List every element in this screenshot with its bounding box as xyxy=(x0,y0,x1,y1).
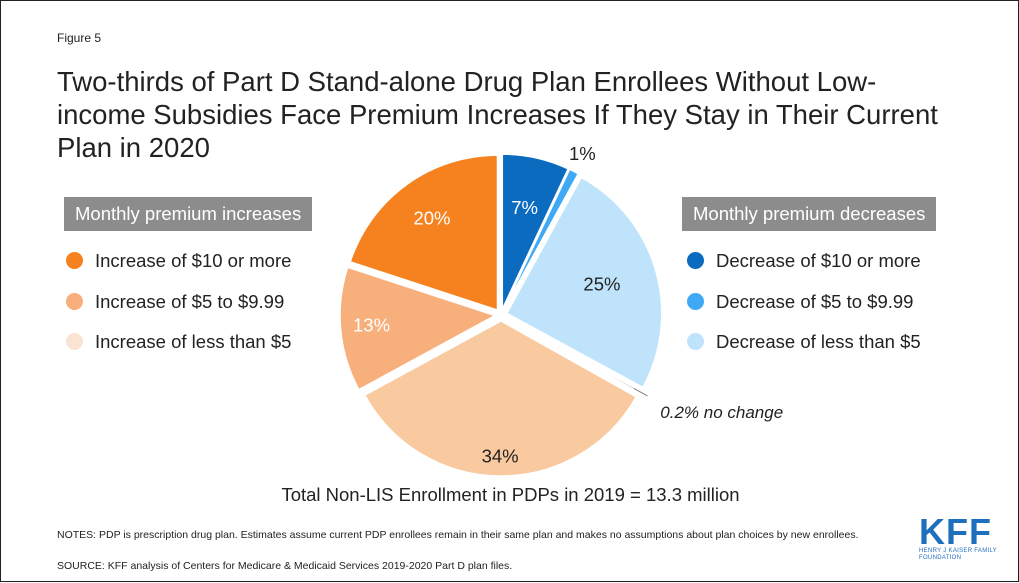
legend-item-increase-under-5: Increase of less than $5 xyxy=(66,331,291,353)
legend-decreases-header: Monthly premium decreases xyxy=(682,197,937,231)
legend-increases-header: Monthly premium increases xyxy=(64,197,313,231)
pie-slice xyxy=(349,154,499,312)
legend-item-increase-10-plus: Increase of $10 or more xyxy=(66,250,291,272)
slice-label: 7% xyxy=(511,197,538,218)
slice-label: 1% xyxy=(569,143,596,164)
legend-item-increase-5-to-9: Increase of $5 to $9.99 xyxy=(66,291,284,313)
pie-slice xyxy=(363,320,638,477)
slice-label: 13% xyxy=(353,315,390,336)
slice-label: 0.2% no change xyxy=(660,403,783,422)
legend-dot xyxy=(66,333,83,350)
pie-slice xyxy=(501,153,570,310)
chart-title: Two-thirds of Part D Stand-alone Drug Pl… xyxy=(57,66,938,163)
leader-line xyxy=(633,388,648,397)
legend-item-decrease-5-to-9: Decrease of $5 to $9.99 xyxy=(687,291,913,313)
legend-dot xyxy=(687,252,704,269)
pie-slice xyxy=(505,176,663,389)
total-enrollment: Total Non-LIS Enrollment in PDPs in 2019… xyxy=(281,484,740,505)
notes: NOTES: PDP is prescription drug plan. Es… xyxy=(57,529,859,541)
figure-label: Figure 5 xyxy=(57,31,102,45)
slice-label: 25% xyxy=(583,273,620,294)
kff-logo: KFF HENRY J KAISER FAMILY FOUNDATION xyxy=(919,511,999,562)
legend-dot xyxy=(66,293,83,310)
legend-item-decrease-10-plus: Decrease of $10 or more xyxy=(687,250,921,272)
slice-label: 20% xyxy=(413,208,450,229)
legend-item-decrease-under-5: Decrease of less than $5 xyxy=(687,331,921,353)
legend-dot xyxy=(66,252,83,269)
logo-subtitle: HENRY J KAISER FAMILY FOUNDATION xyxy=(919,548,997,561)
source: SOURCE: KFF analysis of Centers for Medi… xyxy=(57,560,513,572)
pie-slice xyxy=(503,168,580,311)
logo-mark: KFF xyxy=(919,511,992,552)
pie-slice xyxy=(339,266,497,391)
legend-dot xyxy=(687,293,704,310)
slice-label: 34% xyxy=(482,445,519,466)
legend-dot xyxy=(687,333,704,350)
